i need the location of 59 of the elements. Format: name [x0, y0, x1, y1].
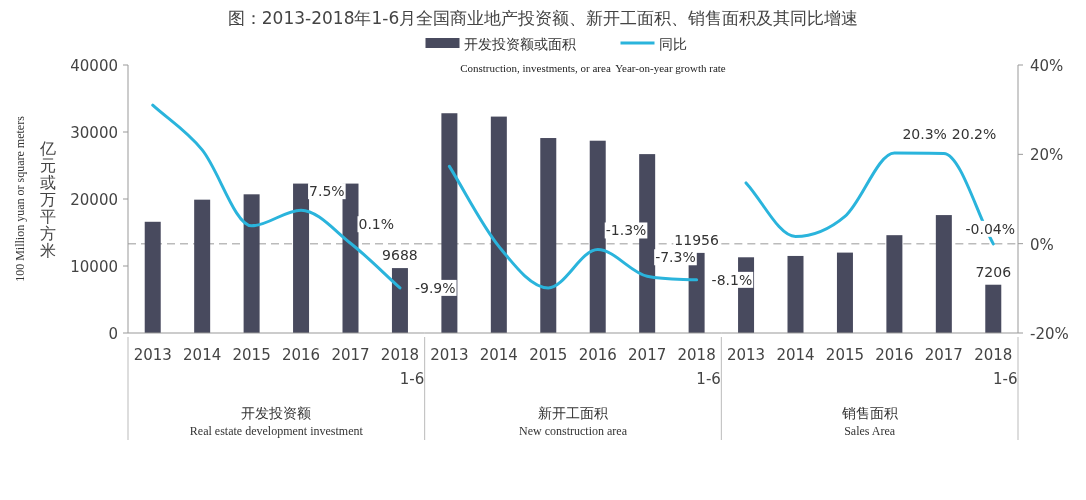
x-tick-label: 2016 — [281, 346, 321, 364]
x-tick-label: 2014 — [183, 346, 222, 364]
bar — [589, 140, 606, 333]
x-tick-label: 2018 1-6 — [380, 346, 425, 388]
y-tick-label: 30000 — [70, 124, 118, 142]
legend-label: 同比 Year-on-year growth rate — [615, 36, 726, 74]
bar — [243, 194, 260, 333]
data-label: 20.2% — [951, 126, 997, 143]
bar — [886, 235, 903, 333]
x-tick-label: 2014 — [479, 346, 518, 364]
text: 图：2013-2018年1-6月全国商业地产投资额、新开工面积、销售面积及其同比增速 — [227, 8, 859, 28]
data-label: -9.9% — [414, 279, 456, 296]
bar — [342, 183, 359, 333]
bar — [391, 268, 408, 333]
y-tick-label: 20000 — [70, 191, 118, 209]
data-label: 9688 — [382, 247, 418, 264]
x-tick-label: 2013 — [726, 346, 766, 364]
x-tick-label: 2016 — [578, 346, 617, 364]
x-axis-title: 开发投资额 Real estate development investment — [189, 405, 364, 438]
x-tick-label: 2015 — [232, 346, 271, 364]
x-axis-title: 销售面积 Sales Area — [840, 405, 898, 438]
y-tick-label: 0 — [108, 325, 118, 343]
data-label: -0.04% — [965, 220, 1015, 237]
bar — [935, 215, 952, 333]
x-tick-label: 2018 1-6 — [677, 346, 721, 388]
x-tick-label: 2018 1-6 — [974, 346, 1018, 388]
x-tick-label: 2016 — [875, 346, 914, 364]
data-label: 20.3% — [902, 125, 947, 142]
x-tick-label: 2015 — [529, 346, 568, 364]
y2-tick-label: 0% — [1030, 235, 1054, 254]
y2-tick-label: -20% — [1030, 325, 1069, 343]
y-tick-label: 40000 — [70, 57, 118, 75]
bar — [787, 255, 804, 333]
bar — [490, 116, 507, 333]
legend-label: 开发投资额或面积 Construction, investments, or area — [460, 36, 611, 74]
bar — [293, 183, 310, 333]
bar — [144, 221, 161, 333]
y2-tick-label: 20% — [1030, 146, 1064, 165]
bar — [540, 138, 557, 333]
y2-tick-label: 40% — [1030, 57, 1064, 75]
data-label: 7206 — [975, 263, 1012, 280]
data-label: 11956 — [674, 231, 719, 248]
x-tick-label: 2017 — [628, 346, 667, 364]
x-tick-label: 2017 — [331, 346, 370, 364]
y-tick-label: 10000 — [70, 258, 118, 276]
data-label: -7.3% — [655, 249, 696, 266]
x-tick-label: 2015 — [825, 346, 865, 364]
bar — [836, 252, 853, 333]
x-tick-label: 2014 — [776, 346, 815, 364]
x-tick-label: 2013 — [133, 346, 172, 364]
data-label: -8.1% — [711, 271, 753, 288]
bar — [985, 284, 1002, 333]
data-label: -1.3% — [605, 222, 647, 239]
x-tick-label: 2013 — [430, 346, 469, 364]
x-tick-label: 2017 — [924, 346, 963, 364]
data-label: 0.1% — [358, 216, 395, 233]
bar — [194, 199, 211, 333]
data-label: 7.5% — [309, 183, 345, 200]
x-axis-title: 新开工面积 New construction area — [519, 405, 628, 438]
